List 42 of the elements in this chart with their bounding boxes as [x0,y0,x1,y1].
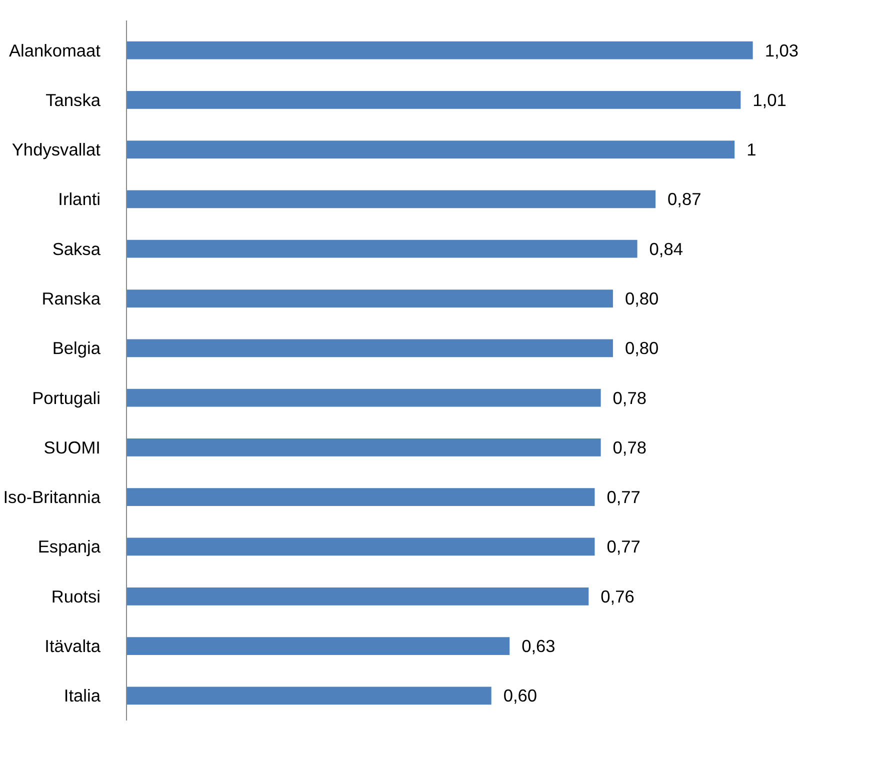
y-tick-label: Belgia [52,338,101,358]
data-label: 0,80 [624,288,659,309]
y-tick-label: Portugali [32,388,100,408]
y-tick-label: Iso-Britannia [3,487,101,508]
data-label: 1,01 [752,90,786,110]
bar [126,240,638,258]
data-label: 1 [746,140,756,160]
data-label: 0,63 [522,636,556,656]
bar [126,90,741,109]
data-label: 0,77 [606,536,640,557]
y-tick-label: Irlanti [58,189,100,210]
y-tick-label: Yhdysvallat [12,140,101,160]
bar [126,388,601,407]
y-tick-label: Ranska [42,288,101,309]
y-tick-label: Itävalta [44,636,101,656]
bar [126,41,753,60]
data-label: 0,84 [649,238,684,259]
bar [126,488,595,506]
data-label: 0,87 [668,189,702,210]
data-label: 1,03 [764,40,799,60]
y-tick-label: Italia [64,686,101,706]
bar [126,290,613,308]
bar [126,339,613,358]
bar [126,637,510,655]
bar [126,438,601,456]
data-label: 0,76 [600,586,634,606]
data-label: 0,78 [612,437,647,458]
data-label: 0,78 [612,388,647,408]
y-tick-label: Espanja [38,536,101,557]
y-tick-label: Alankomaat [8,40,101,60]
data-label: 0,60 [503,686,538,706]
data-label: 0,80 [624,338,659,358]
bar [126,686,492,705]
y-tick-label: Saksa [52,238,101,259]
bar [126,190,656,208]
bar [126,587,589,606]
y-tick-label: SUOMI [44,437,101,458]
data-label: 0,77 [606,487,640,508]
y-tick-label: Ruotsi [51,586,101,606]
bar [126,538,595,556]
bar [126,140,735,159]
y-tick-label: Tanska [46,90,101,110]
